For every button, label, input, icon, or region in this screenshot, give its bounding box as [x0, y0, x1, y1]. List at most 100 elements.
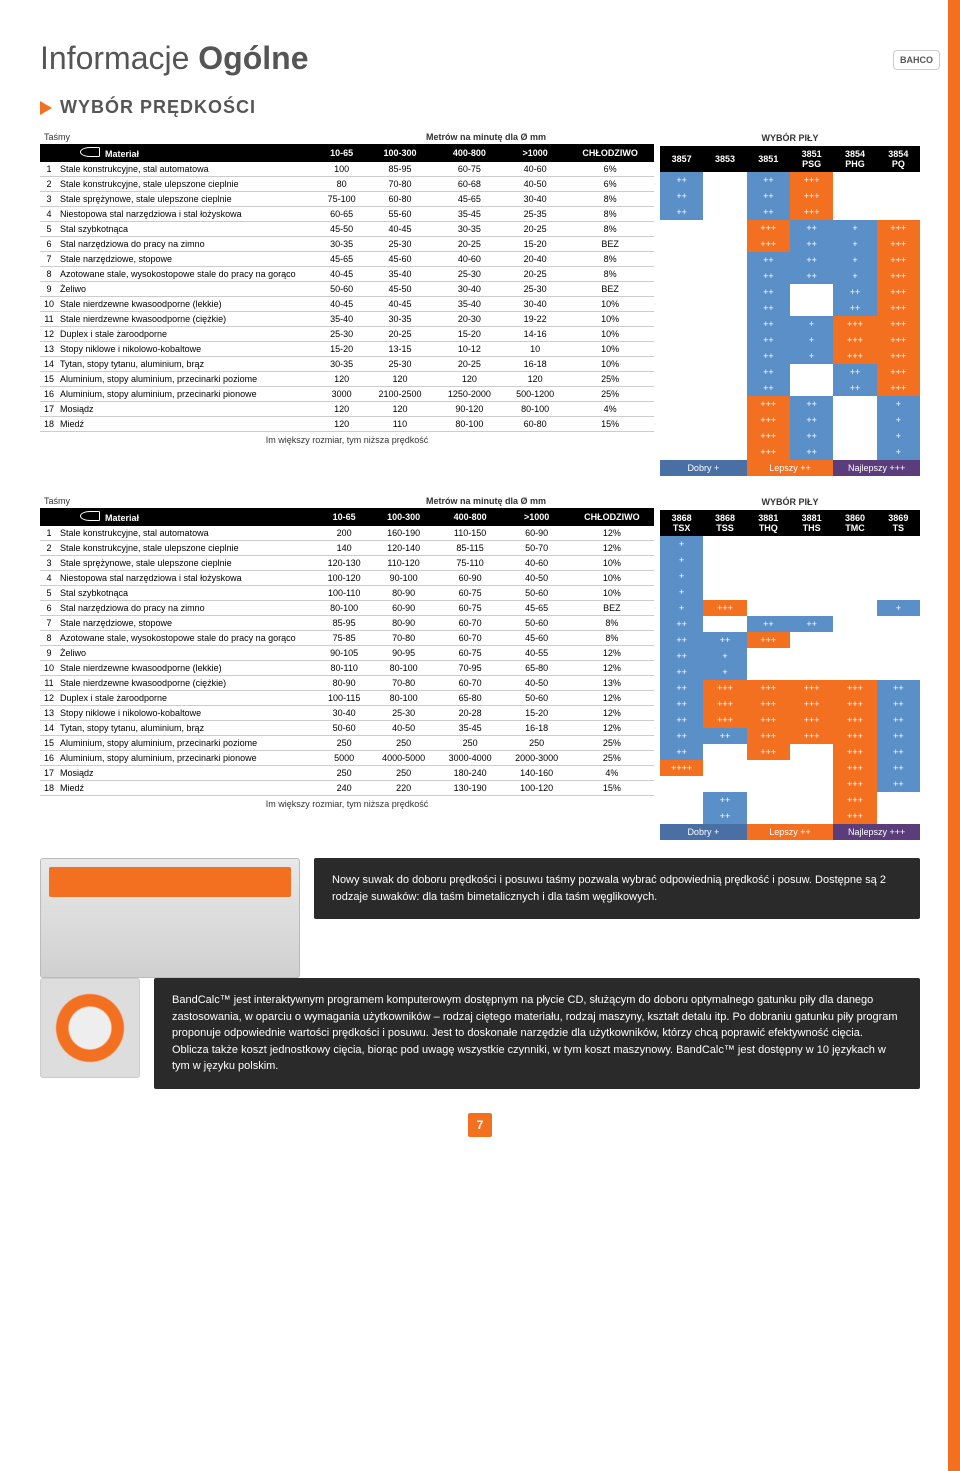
matrix-cell: +++ [877, 236, 920, 252]
matrix-cell [790, 632, 833, 648]
matrix-cell [660, 220, 703, 236]
col-header: 100-300 [365, 144, 434, 162]
matrix-cell: +++ [747, 220, 790, 236]
matrix-cell: ++ [703, 792, 746, 808]
matrix-cell [877, 568, 920, 584]
matrix-cell [747, 760, 790, 776]
matrix-cell: +++ [877, 348, 920, 364]
matrix-row: +++++++ [660, 284, 920, 300]
matrix-cell: ++ [660, 664, 703, 680]
matrix-cell: ++ [660, 728, 703, 744]
table-row: 5Stal szybkotnąca100-11080-9060-7550-601… [40, 586, 654, 601]
table-row: 9Żeliwo90-10590-9560-7540-5512% [40, 646, 654, 661]
matrix-cell [790, 284, 833, 300]
matrix-cell: ++ [877, 776, 920, 792]
matrix-cell [747, 664, 790, 680]
matrix-cell: ++ [790, 428, 833, 444]
matrix-cell [660, 252, 703, 268]
table-row: 13Stopy niklowe i nikolowo-kobaltowe15-2… [40, 342, 654, 357]
matrix-cell: ++ [790, 616, 833, 632]
matrix-row: + [660, 584, 920, 600]
matrix-row: +++++++ [660, 204, 920, 220]
callout-slider: Nowy suwak do doboru prędkości i posuwu … [314, 858, 920, 919]
matrix-cell [660, 268, 703, 284]
matrix-row: +++++++++ [660, 760, 920, 776]
matrix-cell: + [790, 348, 833, 364]
matrix-row: ++++++ [660, 444, 920, 460]
matrix-cell [660, 316, 703, 332]
matrix-cell [790, 664, 833, 680]
legend: Dobry +Lepszy ++Najlepszy +++ [660, 460, 920, 476]
table-row: 2Stale konstrukcyjne, stale ulepszone ci… [40, 541, 654, 556]
matrix-cell: +++ [877, 364, 920, 380]
tasmy-label: Taśmy [40, 494, 318, 508]
matrix-cell [877, 648, 920, 664]
matrix-cell [660, 792, 703, 808]
matrix-cell: +++ [877, 252, 920, 268]
footer-note: Im większy rozmiar, tym niższa prędkość [40, 432, 654, 449]
matrix-cell: +++ [790, 728, 833, 744]
bahco-logo: BAHCO [893, 50, 940, 70]
matrix-cell: +++ [747, 412, 790, 428]
matrix-cell [660, 428, 703, 444]
matrix-cell: ++ [833, 364, 876, 380]
table-row: 16Aluminium, stopy aluminium, przecinark… [40, 751, 654, 766]
matrix-cell: +++ [790, 696, 833, 712]
matrix-cell: + [703, 664, 746, 680]
matrix-cell: + [877, 396, 920, 412]
matrix-cell: ++ [747, 316, 790, 332]
matrix-cell: ++ [747, 172, 790, 188]
matrix-cell: +++ [877, 332, 920, 348]
table-row: 6Stal narzędziowa do pracy na zimno80-10… [40, 601, 654, 616]
matrix-cell: + [703, 648, 746, 664]
matrix-row: +++++++ [660, 364, 920, 380]
table-row: 15Aluminium, stopy aluminium, przecinark… [40, 736, 654, 751]
matrix-cell: + [833, 220, 876, 236]
matrix-cell [833, 204, 876, 220]
matrix-cell: ++ [790, 396, 833, 412]
matrix-cell [877, 188, 920, 204]
table-row: 5Stal szybkotnąca45-5040-4530-3520-258% [40, 222, 654, 237]
matrix-cell [790, 792, 833, 808]
matrix-cell: +++ [790, 680, 833, 696]
matrix-cell: + [790, 316, 833, 332]
matrix-cell: +++ [833, 776, 876, 792]
table-row: 2Stale konstrukcyjne, stale ulepszone ci… [40, 177, 654, 192]
matrix-cell [833, 172, 876, 188]
table-row: 9Żeliwo50-6045-5030-4025-30BEZ [40, 282, 654, 297]
matrix-cell: ++ [877, 712, 920, 728]
table-row: 18Miedź12011080-10060-8015% [40, 417, 654, 432]
matrix-cell: ++ [747, 284, 790, 300]
matrix-cell: + [877, 428, 920, 444]
matrix-cell [790, 568, 833, 584]
matrix-cell [877, 172, 920, 188]
slider-photo [40, 858, 300, 978]
matrix-row: +++++++++++++++ [660, 728, 920, 744]
matrix-row: +++++++++ [660, 348, 920, 364]
footer-note: Im większy rozmiar, tym niższa prędkość [40, 796, 654, 813]
matrix-cell: +++ [703, 600, 746, 616]
matrix-cell [747, 600, 790, 616]
tasmy-label: Taśmy [40, 130, 318, 144]
matrix-cell [703, 396, 746, 412]
matrix-cell [790, 380, 833, 396]
table-row: 6Stal narzędziowa do pracy na zimno30-35… [40, 237, 654, 252]
side-col: 3868TSX [660, 510, 703, 536]
matrix-cell: ++ [877, 696, 920, 712]
table-row: 17Mosiądz12012090-12080-1004% [40, 402, 654, 417]
matrix-cell [660, 412, 703, 428]
matrix-cell: +++ [833, 316, 876, 332]
table-row: 18Miedź240220130-190100-12015% [40, 781, 654, 796]
matrix-cell [660, 284, 703, 300]
matrix-cell [703, 300, 746, 316]
matrix-cell: ++ [833, 300, 876, 316]
matrix-cell: ++ [660, 712, 703, 728]
col-header: 400-800 [435, 144, 504, 162]
matrix-row: +++++ [660, 792, 920, 808]
matrix-cell [703, 536, 746, 552]
matrix-cell [703, 268, 746, 284]
matrix-cell: + [790, 332, 833, 348]
matrix-cell [703, 568, 746, 584]
matrix-cell: +++ [877, 300, 920, 316]
page-title: Informacje Ogólne [40, 40, 920, 77]
